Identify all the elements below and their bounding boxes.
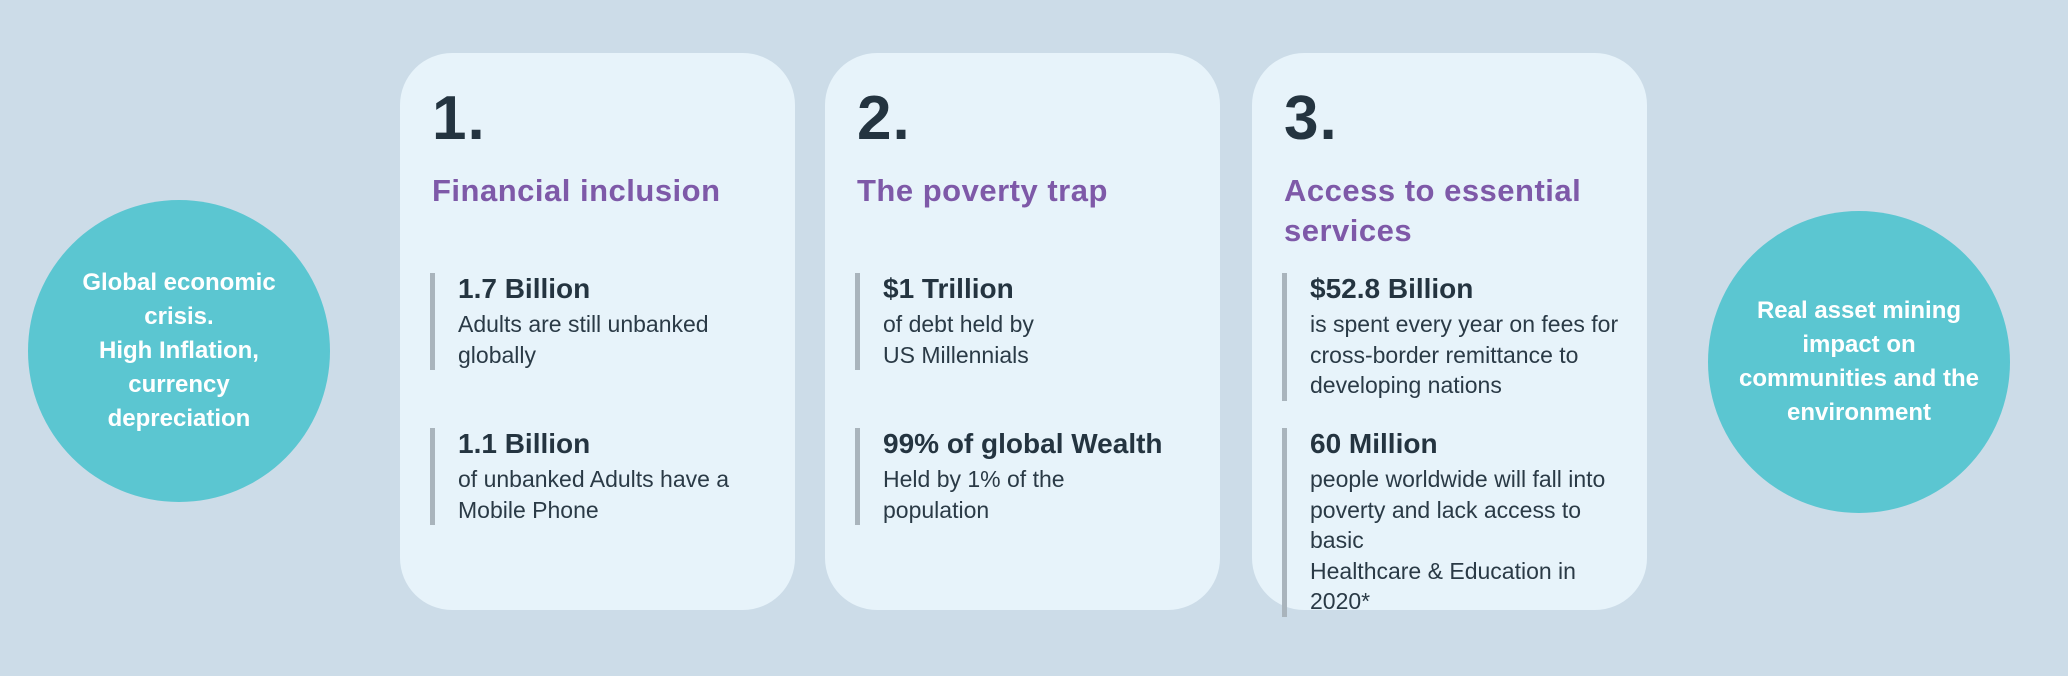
stat-millennial-debt: $1 Trillion of debt held by US Millennia…	[855, 273, 1202, 371]
card-essential-services: 3. Access to essential services $52.8 Bi…	[1252, 53, 1647, 617]
card-number: 2.	[857, 84, 911, 153]
card-heading: Financial inclusion	[432, 173, 721, 208]
stat-value: $52.8 Billion	[1310, 273, 1474, 304]
stat-wealth-concentration: 99% of global Wealth Held by 1% of the p…	[855, 428, 1202, 526]
stat-description: is spent every year on fees for cross-bo…	[1310, 311, 1619, 399]
mining-impact-circle: Real asset mining impact on communities …	[1708, 211, 2010, 513]
card-financial-inclusion: 1. Financial inclusion 1.7 Billion Adult…	[400, 53, 795, 610]
global-crisis-text: Global economic crisis. High Inflation, …	[82, 268, 276, 433]
card-heading: Access to essential services	[1284, 173, 1582, 249]
card-number: 1.	[432, 84, 486, 153]
stat-description: Held by 1% of the population	[883, 466, 1065, 523]
stat-description: people worldwide will fall into poverty …	[1310, 466, 1606, 615]
stat-value: 99% of global Wealth	[883, 428, 1163, 459]
global-crisis-circle: Global economic crisis. High Inflation, …	[28, 200, 330, 502]
stat-value: 1.7 Billion	[458, 273, 591, 304]
stat-description: Adults are still unbanked globally	[458, 311, 709, 368]
stat-value: $1 Trillion	[883, 273, 1014, 304]
stat-poverty-projection: 60 Million people worldwide will fall in…	[1282, 428, 1629, 617]
stat-unbanked-mobile: 1.1 Billion of unbanked Adults have a Mo…	[430, 428, 777, 526]
card-poverty-trap: 2. The poverty trap $1 Trillion of debt …	[825, 53, 1220, 610]
stat-description: of debt held by US Millennials	[883, 311, 1034, 368]
stat-unbanked-adults: 1.7 Billion Adults are still unbanked gl…	[430, 273, 777, 371]
stat-value: 60 Million	[1310, 428, 1438, 459]
stat-value: 1.1 Billion	[458, 428, 591, 459]
card-heading: The poverty trap	[857, 173, 1108, 208]
mining-impact-text: Real asset mining impact on communities …	[1738, 296, 1980, 427]
stat-description: of unbanked Adults have a Mobile Phone	[458, 466, 730, 523]
card-number: 3.	[1284, 84, 1338, 153]
stat-remittance-fees: $52.8 Billion is spent every year on fee…	[1282, 273, 1629, 401]
